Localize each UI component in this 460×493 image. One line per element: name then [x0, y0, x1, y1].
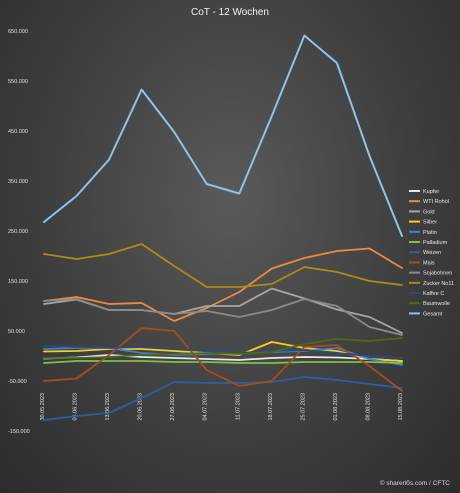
series-line-mais	[43, 327, 403, 392]
legend-label: Gold	[423, 209, 435, 215]
x-tick-label: 18.07.2023	[268, 393, 274, 421]
x-tick-label: 11.07.2023	[235, 393, 241, 420]
legend-label: Baumwolle	[423, 301, 450, 307]
chart-title: CoT - 12 Wochen	[191, 7, 269, 18]
x-tick-label: 25.07.2023	[300, 393, 306, 421]
x-tick-label: 08.08.2023	[365, 393, 371, 421]
y-tick-label: 350.000	[8, 179, 28, 185]
series-line-baumwolle	[43, 337, 403, 359]
legend-label: Kupfer	[423, 189, 439, 195]
chart-source: © sharerібs.com / CFTC	[380, 479, 451, 487]
x-tick-label: 20.06.2023	[138, 393, 144, 421]
series-line-palladium	[43, 360, 403, 364]
series-line-kupfer	[43, 354, 403, 362]
legend-label: Palladium	[423, 240, 448, 246]
legend-label: Silber	[423, 220, 437, 226]
series-line-gesamt	[43, 34, 403, 237]
legend-label: Kaffee C	[423, 291, 444, 297]
legend-label: WTI Rohöl	[423, 199, 449, 205]
y-tick-label: -150.000	[8, 429, 30, 435]
x-tick-label: 13.06.2023	[105, 393, 111, 421]
y-tick-label: 650.000	[8, 29, 28, 35]
x-axis: 30.05.2023 06.06.2023 13.06.2023 20.06.2023…	[40, 393, 404, 421]
series-line-zucker-no11	[43, 243, 403, 288]
x-tick-label: 15.08.2023	[398, 393, 404, 421]
series-line-weizen	[43, 376, 403, 421]
legend-label: Sojabohnen	[423, 271, 452, 277]
legend-label: Gesamt	[423, 311, 443, 317]
legend-label: Mais	[423, 260, 435, 266]
y-tick-label: 250.000	[8, 229, 28, 235]
legend-label: Zucker No11	[423, 281, 454, 287]
y-tick-label: 450.000	[8, 129, 28, 135]
y-tick-label: 150.000	[8, 279, 28, 285]
y-tick-label: -50.000	[8, 379, 27, 385]
legend: Kupfer WTI Rohöl Gold Silber Platin Palladium…	[409, 189, 454, 317]
y-tick-label: 50.000	[8, 329, 25, 335]
y-tick-label: 550.000	[8, 79, 28, 85]
series-line-wti-roh-l	[43, 247, 403, 322]
x-tick-label: 01.08.2023	[333, 393, 339, 421]
x-tick-label: 30.05.2023	[40, 393, 46, 421]
series-line-kaffee-c	[43, 345, 403, 359]
series-line-gold	[43, 287, 403, 334]
legend-label: Platin	[423, 230, 437, 236]
series-line-sojabohnen	[43, 298, 403, 336]
x-tick-label: 27.06.2023	[170, 393, 176, 421]
series-layer	[43, 34, 403, 421]
x-tick-label: 04.07.2023	[203, 393, 209, 421]
legend-label: Weizen	[423, 250, 441, 256]
y-axis: 650.000 550.000 450.000 350.000 250.000 150.0…	[8, 29, 30, 435]
x-tick-label: 06.06.2023	[73, 393, 79, 421]
